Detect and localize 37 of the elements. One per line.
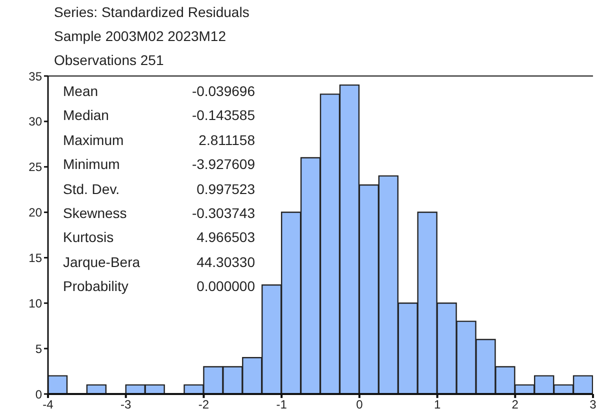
- annotation: 4.966503: [196, 229, 255, 248]
- y-tick-label: 20: [28, 206, 42, 220]
- annotation: 44.30330: [196, 254, 255, 272]
- x-tick-label: 0: [356, 398, 364, 412]
- x-tick-label: -1: [276, 398, 288, 412]
- chart-title: Series: Standardized Residuals: [54, 4, 250, 20]
- chart-subtitle: Sample 2003M02 2023M12: [54, 28, 226, 44]
- annotation: Probability: [63, 278, 130, 296]
- annotation: -0.143585: [190, 107, 255, 126]
- annotation: 0.000000: [196, 278, 255, 296]
- annotation: 0.997523: [196, 180, 255, 199]
- text: Observations 251: [54, 52, 164, 68]
- y-tick-label: 35: [28, 69, 42, 84]
- y-tick-label: 30: [28, 114, 42, 129]
- annotation: -0.303743: [190, 204, 255, 223]
- annotation: Minimum: [63, 156, 121, 174]
- annotation: 2.811158: [198, 132, 255, 150]
- x-tick-label: 3: [590, 398, 597, 412]
- y-tick-label: 10: [28, 296, 42, 310]
- y-tick-label: 25: [28, 160, 42, 174]
- annotation: -3.927609: [190, 156, 255, 174]
- annotation: -0.039696: [190, 83, 255, 101]
- y-tick-label: 15: [28, 250, 42, 265]
- y-tick-label: 0: [35, 387, 42, 402]
- x-tick-label: 1: [434, 398, 441, 412]
- x-tick-label: 2: [512, 398, 519, 412]
- annotation: Median: [63, 107, 110, 126]
- annotation: Maximum: [63, 132, 125, 150]
- x-tick-label: -2: [198, 398, 210, 412]
- annotation: Std. Dev.: [63, 180, 121, 199]
- x-tick-label: -4: [42, 398, 54, 412]
- annotation: Jarque-Bera: [63, 254, 142, 272]
- annotation: Mean: [63, 83, 100, 101]
- y-tick-label: 5: [35, 342, 42, 356]
- annotation: Skewness: [63, 204, 128, 223]
- x-tick-label: -3: [120, 398, 132, 412]
- annotation: Kurtosis: [63, 229, 115, 248]
